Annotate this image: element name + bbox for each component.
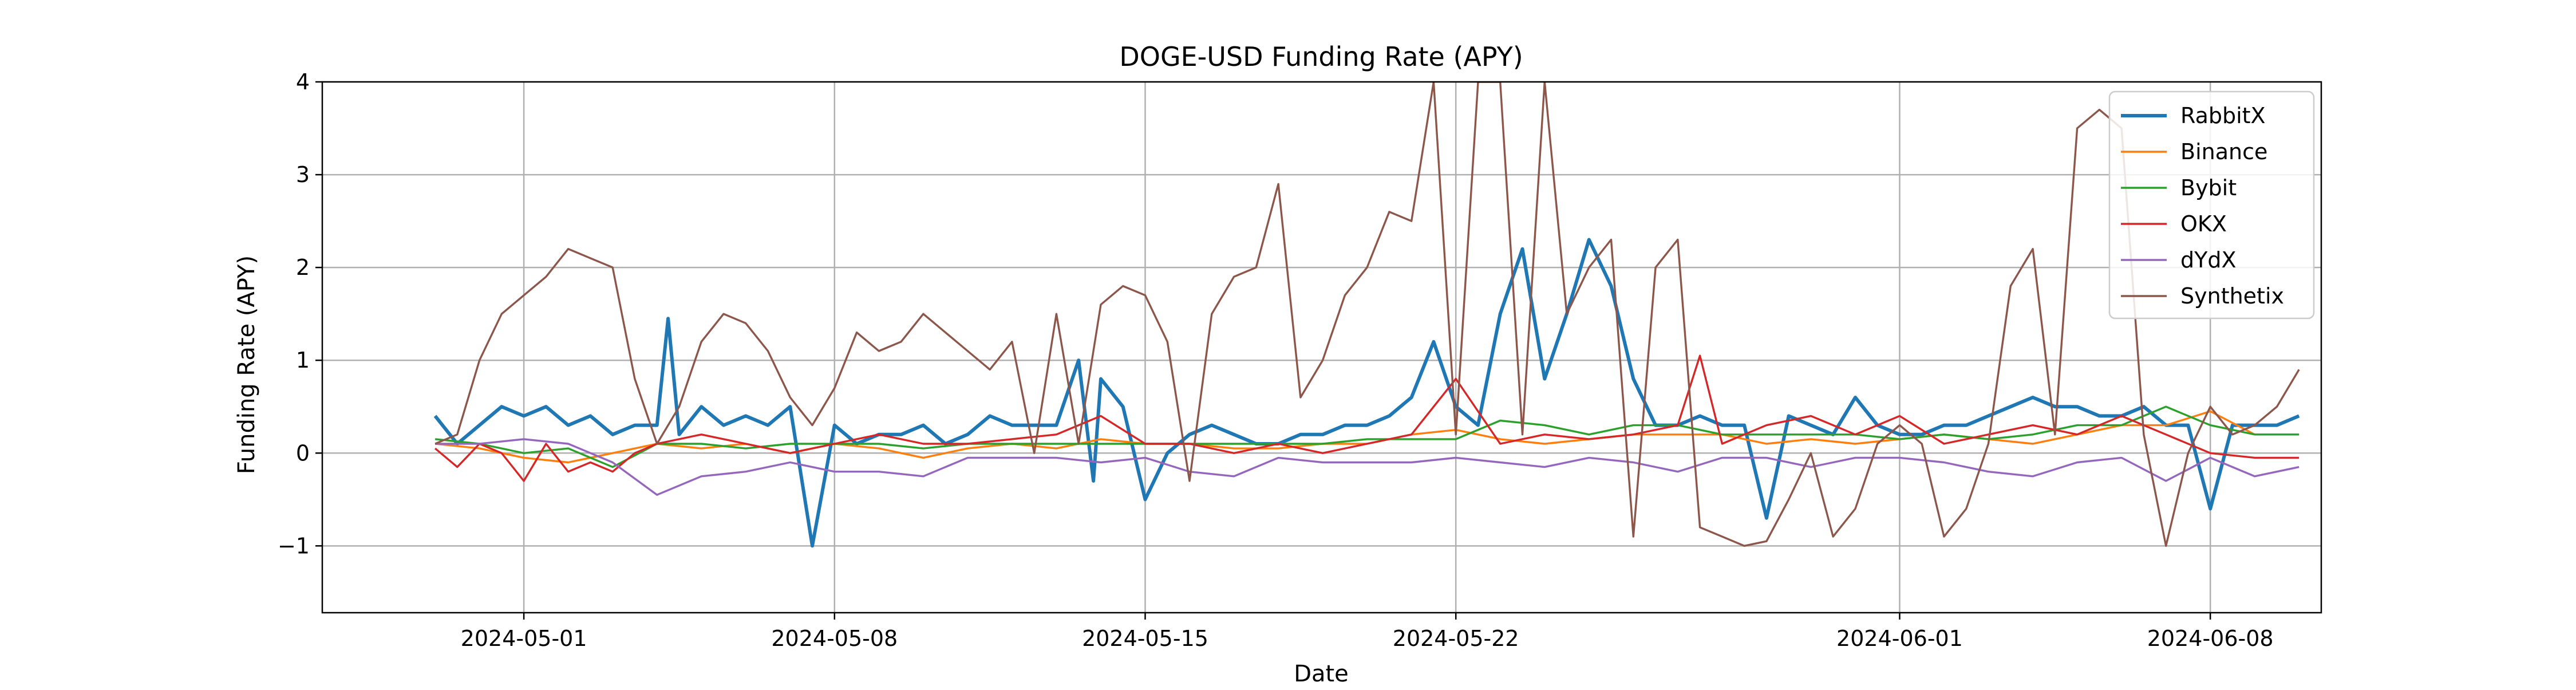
- x-tick-label: 2024-06-01: [1836, 626, 1963, 651]
- y-tick-label: 3: [296, 162, 310, 187]
- legend-label: Synthetix: [2180, 283, 2284, 309]
- x-tick-label: 2024-06-08: [2147, 626, 2274, 651]
- y-tick-label: 4: [296, 69, 310, 94]
- series-line-okx: [434, 354, 2300, 482]
- y-tick-label: −1: [278, 533, 310, 558]
- x-tick-label: 2024-05-08: [771, 626, 898, 651]
- series-line-dydx: [435, 438, 2300, 496]
- legend-box: [2108, 90, 2315, 320]
- x-tick-label: 2024-05-01: [461, 626, 587, 651]
- x-tick-label: 2024-05-15: [1082, 626, 1208, 651]
- legend-label: RabbitX: [2180, 103, 2266, 128]
- plot-area: [433, 82, 2300, 548]
- legend-label: Binance: [2180, 139, 2267, 164]
- x-axis-label: Date: [1294, 661, 1349, 687]
- y-tick-label: 2: [296, 255, 310, 280]
- chart-title: DOGE-USD Funding Rate (APY): [1119, 41, 1523, 72]
- x-tick-label: 2024-05-22: [1393, 626, 1519, 651]
- grid-lines: [322, 81, 2321, 613]
- legend: RabbitX Binance Bybit OKX dYdX Synthetix: [2108, 90, 2315, 320]
- y-tick-label: 0: [296, 440, 310, 466]
- axis-ticks: 2024-05-01 2024-05-08 2024-05-15 2024-05-22…: [278, 69, 2274, 651]
- legend-label: dYdX: [2180, 247, 2237, 273]
- plot-frame: [321, 81, 2322, 614]
- series-line-synthetix: [434, 82, 2300, 547]
- series-line-rabbitx: [433, 238, 2300, 548]
- y-tick-label: 1: [296, 348, 310, 373]
- y-axis-label: Funding Rate (APY): [234, 255, 260, 474]
- legend-label: Bybit: [2180, 175, 2237, 200]
- legend-label: OKX: [2180, 211, 2227, 236]
